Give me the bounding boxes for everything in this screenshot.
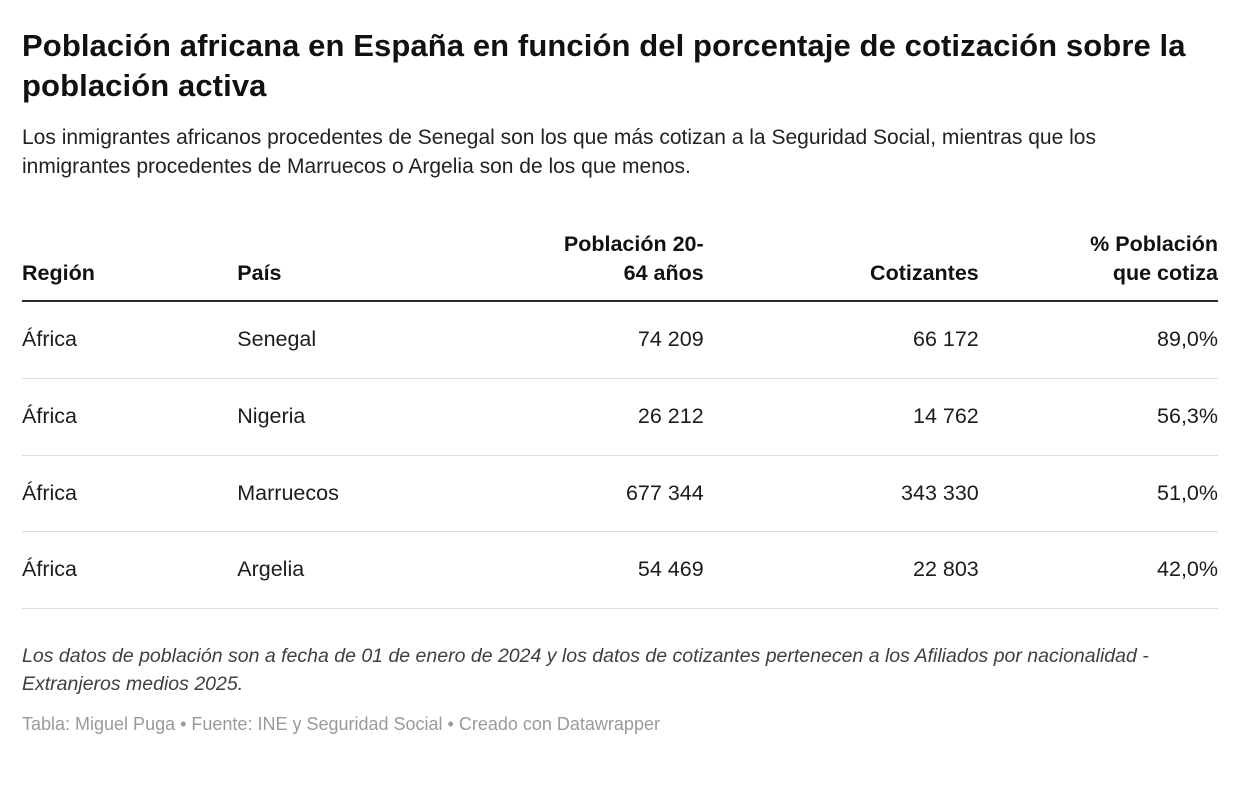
column-header-label-line1: % Población	[1090, 232, 1218, 257]
table-row: África Argelia 54 469 22 803 42,0%	[22, 532, 1218, 609]
chart-subtitle: Los inmigrantes africanos procedentes de…	[22, 125, 1096, 179]
cell-country: Marruecos	[237, 480, 339, 505]
footnote: Los datos de población son a fecha de 01…	[22, 645, 1149, 695]
table-header-row: Región País Población 20- 64 años Cotiza…	[22, 230, 1218, 301]
column-header-label: Cotizantes	[870, 260, 979, 285]
table-header: Región País Población 20- 64 años Cotiza…	[22, 230, 1218, 301]
column-header-label-line1: Población 20-	[563, 232, 704, 257]
cell-country: Argelia	[237, 557, 305, 582]
table-row: África Senegal 74 209 66 172 89,0%	[22, 301, 1218, 379]
page-title: Población africana en España en función …	[22, 28, 1186, 104]
column-header-label-line2: 64 años	[623, 260, 704, 285]
cell-region: África	[22, 403, 77, 428]
column-header-pct: % Población que cotiza	[979, 230, 1218, 301]
table-body: África Senegal 74 209 66 172 89,0% Áfric…	[22, 301, 1218, 609]
cell-contributors: 14 762	[913, 403, 979, 428]
column-header-label: País	[237, 260, 282, 285]
cell-population: 54 469	[637, 557, 704, 582]
cell-pct: 42,0%	[1157, 557, 1218, 582]
cell-contributors: 22 803	[913, 557, 979, 582]
column-header-population: Población 20- 64 años	[453, 230, 704, 301]
cell-population: 677 344	[625, 480, 704, 505]
credits-line: Tabla: Miguel Puga • Fuente: INE y Segur…	[22, 713, 660, 734]
cell-pct: 89,0%	[1157, 326, 1218, 351]
cell-region: África	[22, 480, 77, 505]
cell-contributors: 66 172	[913, 326, 979, 351]
cell-pct: 56,3%	[1157, 403, 1218, 428]
column-header-label-line2: que cotiza	[1112, 260, 1218, 285]
column-header-contributors: Cotizantes	[704, 230, 979, 301]
column-header-country: País	[237, 230, 452, 301]
cell-country: Nigeria	[237, 403, 306, 428]
cell-pct: 51,0%	[1157, 480, 1218, 505]
data-table: Región País Población 20- 64 años Cotiza…	[22, 230, 1218, 609]
cell-region: África	[22, 557, 77, 582]
column-header-region: Región	[22, 230, 237, 301]
column-header-label: Región	[22, 260, 95, 285]
cell-contributors: 343 330	[901, 480, 979, 505]
cell-population: 74 209	[637, 326, 704, 351]
table-row: África Marruecos 677 344 343 330 51,0%	[22, 455, 1218, 532]
cell-country: Senegal	[237, 326, 317, 351]
cell-region: África	[22, 326, 77, 351]
table-row: África Nigeria 26 212 14 762 56,3%	[22, 378, 1218, 456]
cell-population: 26 212	[637, 403, 704, 428]
